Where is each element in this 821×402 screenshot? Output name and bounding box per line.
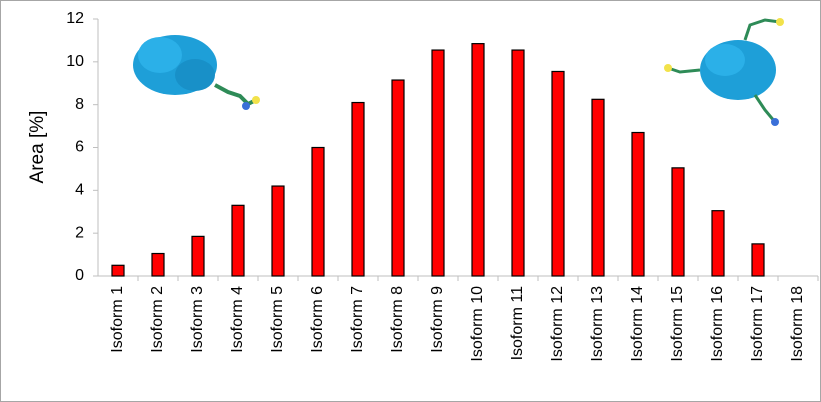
x-tick-label: Isoform 7 — [349, 286, 366, 353]
y-tick-label: 8 — [75, 96, 84, 113]
x-tick-label: Isoform 17 — [749, 286, 766, 362]
bar — [712, 211, 724, 276]
x-tick-label: Isoform 12 — [549, 286, 566, 362]
x-tick-label: Isoform 10 — [469, 286, 486, 362]
x-tick-label: Isoform 3 — [189, 286, 206, 353]
bar — [312, 148, 324, 277]
bar — [672, 168, 684, 276]
bar — [632, 133, 644, 276]
bar — [112, 265, 124, 276]
x-tick-label: Isoform 9 — [429, 286, 446, 353]
bar — [232, 205, 244, 276]
bar — [192, 236, 204, 276]
bar — [272, 186, 284, 276]
x-tick-label: Isoform 2 — [149, 286, 166, 353]
y-axis-label: Area [%] — [27, 111, 48, 184]
bar — [152, 254, 164, 276]
bar — [512, 50, 524, 276]
bar — [432, 50, 444, 276]
y-tick-label: 10 — [66, 53, 84, 70]
y-tick-label: 4 — [75, 182, 84, 199]
x-tick-label: Isoform 1 — [109, 286, 126, 353]
x-tick-label: Isoform 11 — [509, 286, 526, 361]
bar — [472, 44, 484, 276]
chart: Area [%] 0 2 4 6 8 10 12 Isoform 1 Isoform 2 Isof… — [0, 0, 821, 402]
x-tick-label: Isoform 5 — [269, 286, 286, 353]
x-tick-label: Isoform 4 — [229, 286, 246, 353]
x-tick-label: Isoform 14 — [629, 286, 646, 362]
x-tick-label: Isoform 13 — [589, 286, 606, 362]
bar — [392, 80, 404, 276]
bar — [552, 71, 564, 276]
x-tick-label: Isoform 18 — [789, 286, 806, 362]
bar — [352, 103, 364, 276]
bar — [592, 99, 604, 276]
page: {"chart_data": {"type": "bar", "y_label"… — [0, 0, 821, 402]
x-tick-label: Isoform 6 — [309, 286, 326, 353]
y-tick-label: 12 — [66, 10, 84, 27]
x-tick-label: Isoform 8 — [389, 286, 406, 353]
y-tick-label: 6 — [75, 139, 84, 156]
y-tick-label: 0 — [75, 267, 84, 284]
x-tick-label: Isoform 15 — [669, 286, 686, 362]
x-tick-label: Isoform 16 — [709, 286, 726, 362]
y-tick-label: 2 — [75, 224, 84, 241]
bar — [752, 244, 764, 276]
